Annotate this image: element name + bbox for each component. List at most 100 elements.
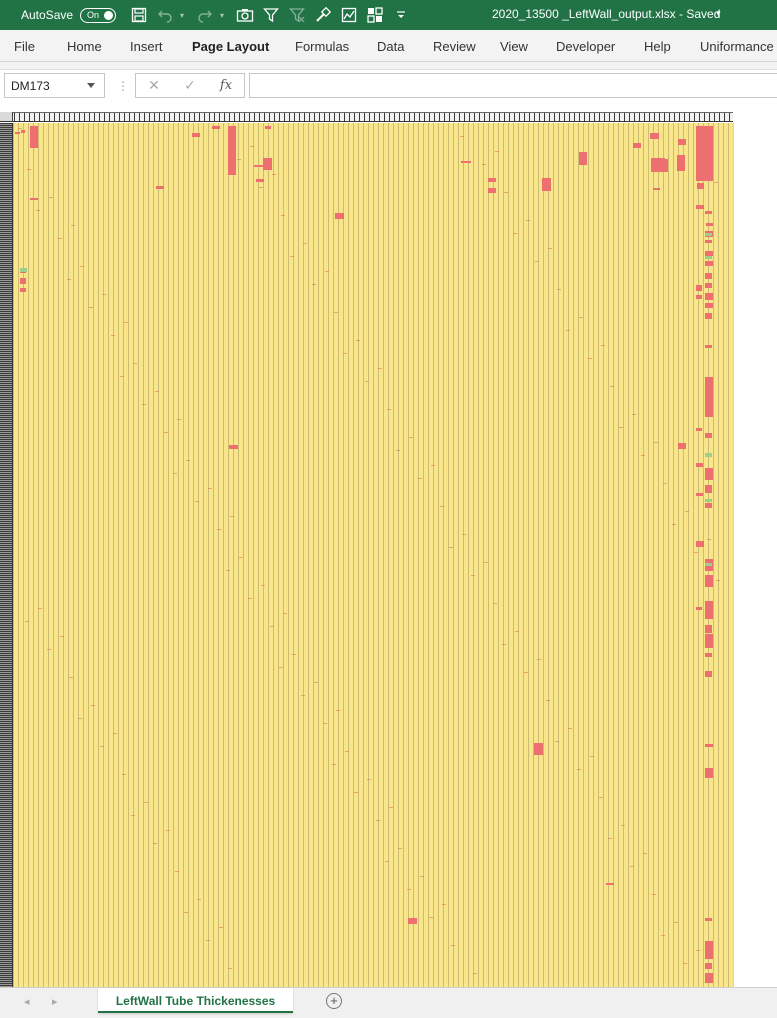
- more-options-icon[interactable]: ⋮: [117, 79, 129, 93]
- minor-highlight: [336, 710, 340, 711]
- redo-icon[interactable]: [194, 4, 216, 26]
- minor-highlight: [58, 238, 62, 239]
- filter-icon[interactable]: [260, 4, 282, 26]
- cancel-icon[interactable]: ✕: [148, 77, 160, 93]
- chevron-down-icon[interactable]: [87, 83, 95, 88]
- minor-highlight: [621, 825, 625, 826]
- highlight-cell-red: [488, 188, 496, 193]
- minor-highlight: [270, 626, 274, 627]
- highlight-cell-red: [212, 126, 220, 129]
- clear-filter-icon[interactable]: [286, 4, 308, 26]
- minor-highlight: [283, 613, 287, 614]
- minor-highlight: [429, 917, 433, 918]
- highlight-cell-red: [705, 251, 713, 256]
- ribbon-tabs: File Home Insert Page Layout Formulas Da…: [0, 30, 777, 62]
- minor-highlight: [248, 598, 252, 599]
- minor-highlight: [153, 843, 157, 844]
- minor-highlight: [389, 807, 393, 808]
- minor-highlight: [102, 294, 106, 295]
- tab-page-layout[interactable]: Page Layout: [192, 39, 270, 54]
- autosave-toggle[interactable]: On: [80, 7, 117, 23]
- tab-help[interactable]: Help: [644, 39, 671, 54]
- minor-highlight: [314, 682, 318, 683]
- cell-area[interactable]: [13, 123, 733, 987]
- minor-highlight: [378, 368, 382, 369]
- pivot-icon[interactable]: [364, 4, 386, 26]
- tab-home[interactable]: Home: [67, 39, 102, 54]
- undo-icon[interactable]: [154, 4, 176, 26]
- highlight-cell-red: [335, 213, 344, 219]
- minor-highlight: [281, 215, 285, 216]
- tab-review[interactable]: Review: [433, 39, 476, 54]
- minor-highlight: [714, 182, 718, 183]
- highlight-cell-green: [705, 453, 712, 457]
- enter-icon[interactable]: ✓: [184, 77, 196, 93]
- minor-highlight: [696, 950, 700, 951]
- minor-highlight: [226, 570, 230, 571]
- sheet-tab-active[interactable]: LeftWall Tube Thickenesses: [98, 988, 293, 1013]
- minor-highlight: [195, 501, 199, 502]
- minor-highlight: [120, 376, 124, 377]
- insert-function-icon[interactable]: fx: [219, 78, 233, 93]
- minor-highlight: [460, 136, 464, 137]
- minor-highlight: [356, 340, 360, 341]
- minor-highlight: [354, 792, 358, 793]
- minor-highlight: [292, 654, 296, 655]
- title-dropdown-icon[interactable]: ▾: [716, 8, 721, 18]
- camera-icon[interactable]: [234, 4, 256, 26]
- highlight-cell-green: [705, 256, 712, 259]
- name-box[interactable]: DM173: [4, 73, 105, 98]
- minor-highlight: [250, 146, 254, 147]
- undo-dropdown-icon[interactable]: ▾: [180, 10, 185, 20]
- minor-highlight: [259, 187, 263, 188]
- minor-highlight: [471, 575, 475, 576]
- scroll-right-icon[interactable]: ▸: [52, 996, 58, 1008]
- column-headers[interactable]: [0, 112, 733, 122]
- chart-icon[interactable]: [338, 4, 360, 26]
- minor-highlight: [228, 968, 232, 969]
- minor-highlight: [122, 774, 126, 775]
- minor-highlight: [418, 478, 422, 479]
- formula-bar: DM173 ⋮ ✕ ✓ fx: [0, 70, 777, 103]
- worksheet-grid[interactable]: [0, 103, 777, 987]
- highlight-cell-red: [705, 211, 712, 214]
- minor-highlight: [164, 432, 168, 433]
- minor-highlight: [184, 912, 188, 913]
- formula-input[interactable]: [249, 73, 777, 98]
- scroll-left-icon[interactable]: ◂: [24, 996, 30, 1008]
- minor-highlight: [526, 220, 530, 221]
- save-icon[interactable]: [128, 4, 150, 26]
- minor-highlight: [100, 746, 104, 747]
- minor-highlight: [91, 705, 95, 706]
- minor-highlight: [683, 963, 687, 964]
- format-painter-icon[interactable]: [312, 4, 334, 26]
- minor-highlight: [208, 488, 212, 489]
- highlight-cell-red: [265, 126, 271, 129]
- customize-qat-icon[interactable]: [390, 4, 412, 26]
- tab-data[interactable]: Data: [377, 39, 405, 54]
- minor-highlight: [431, 465, 435, 466]
- highlight-cell-red: [30, 126, 38, 148]
- row-headers[interactable]: [0, 123, 13, 987]
- redo-dropdown-icon[interactable]: ▾: [220, 10, 225, 20]
- tab-view[interactable]: View: [500, 39, 528, 54]
- minor-highlight: [493, 603, 497, 604]
- tab-uniformance[interactable]: Uniformance: [700, 39, 774, 54]
- select-all-corner[interactable]: [0, 112, 13, 122]
- minor-highlight: [515, 631, 519, 632]
- minor-highlight: [442, 904, 446, 905]
- highlight-cell-red: [678, 139, 686, 145]
- minor-highlight: [577, 769, 581, 770]
- highlight-cell-red: [542, 178, 551, 191]
- minor-highlight: [537, 659, 541, 660]
- add-sheet-icon[interactable]: +: [326, 993, 342, 1009]
- tab-file[interactable]: File: [14, 39, 35, 54]
- minor-highlight: [38, 608, 42, 609]
- minor-highlight: [166, 830, 170, 831]
- minor-highlight: [367, 779, 371, 780]
- tab-developer[interactable]: Developer: [556, 39, 616, 54]
- tab-formulas[interactable]: Formulas: [295, 39, 350, 54]
- tab-insert[interactable]: Insert: [130, 39, 163, 54]
- highlight-cell-red: [30, 198, 38, 200]
- conditional-format-highlights: [15, 126, 720, 983]
